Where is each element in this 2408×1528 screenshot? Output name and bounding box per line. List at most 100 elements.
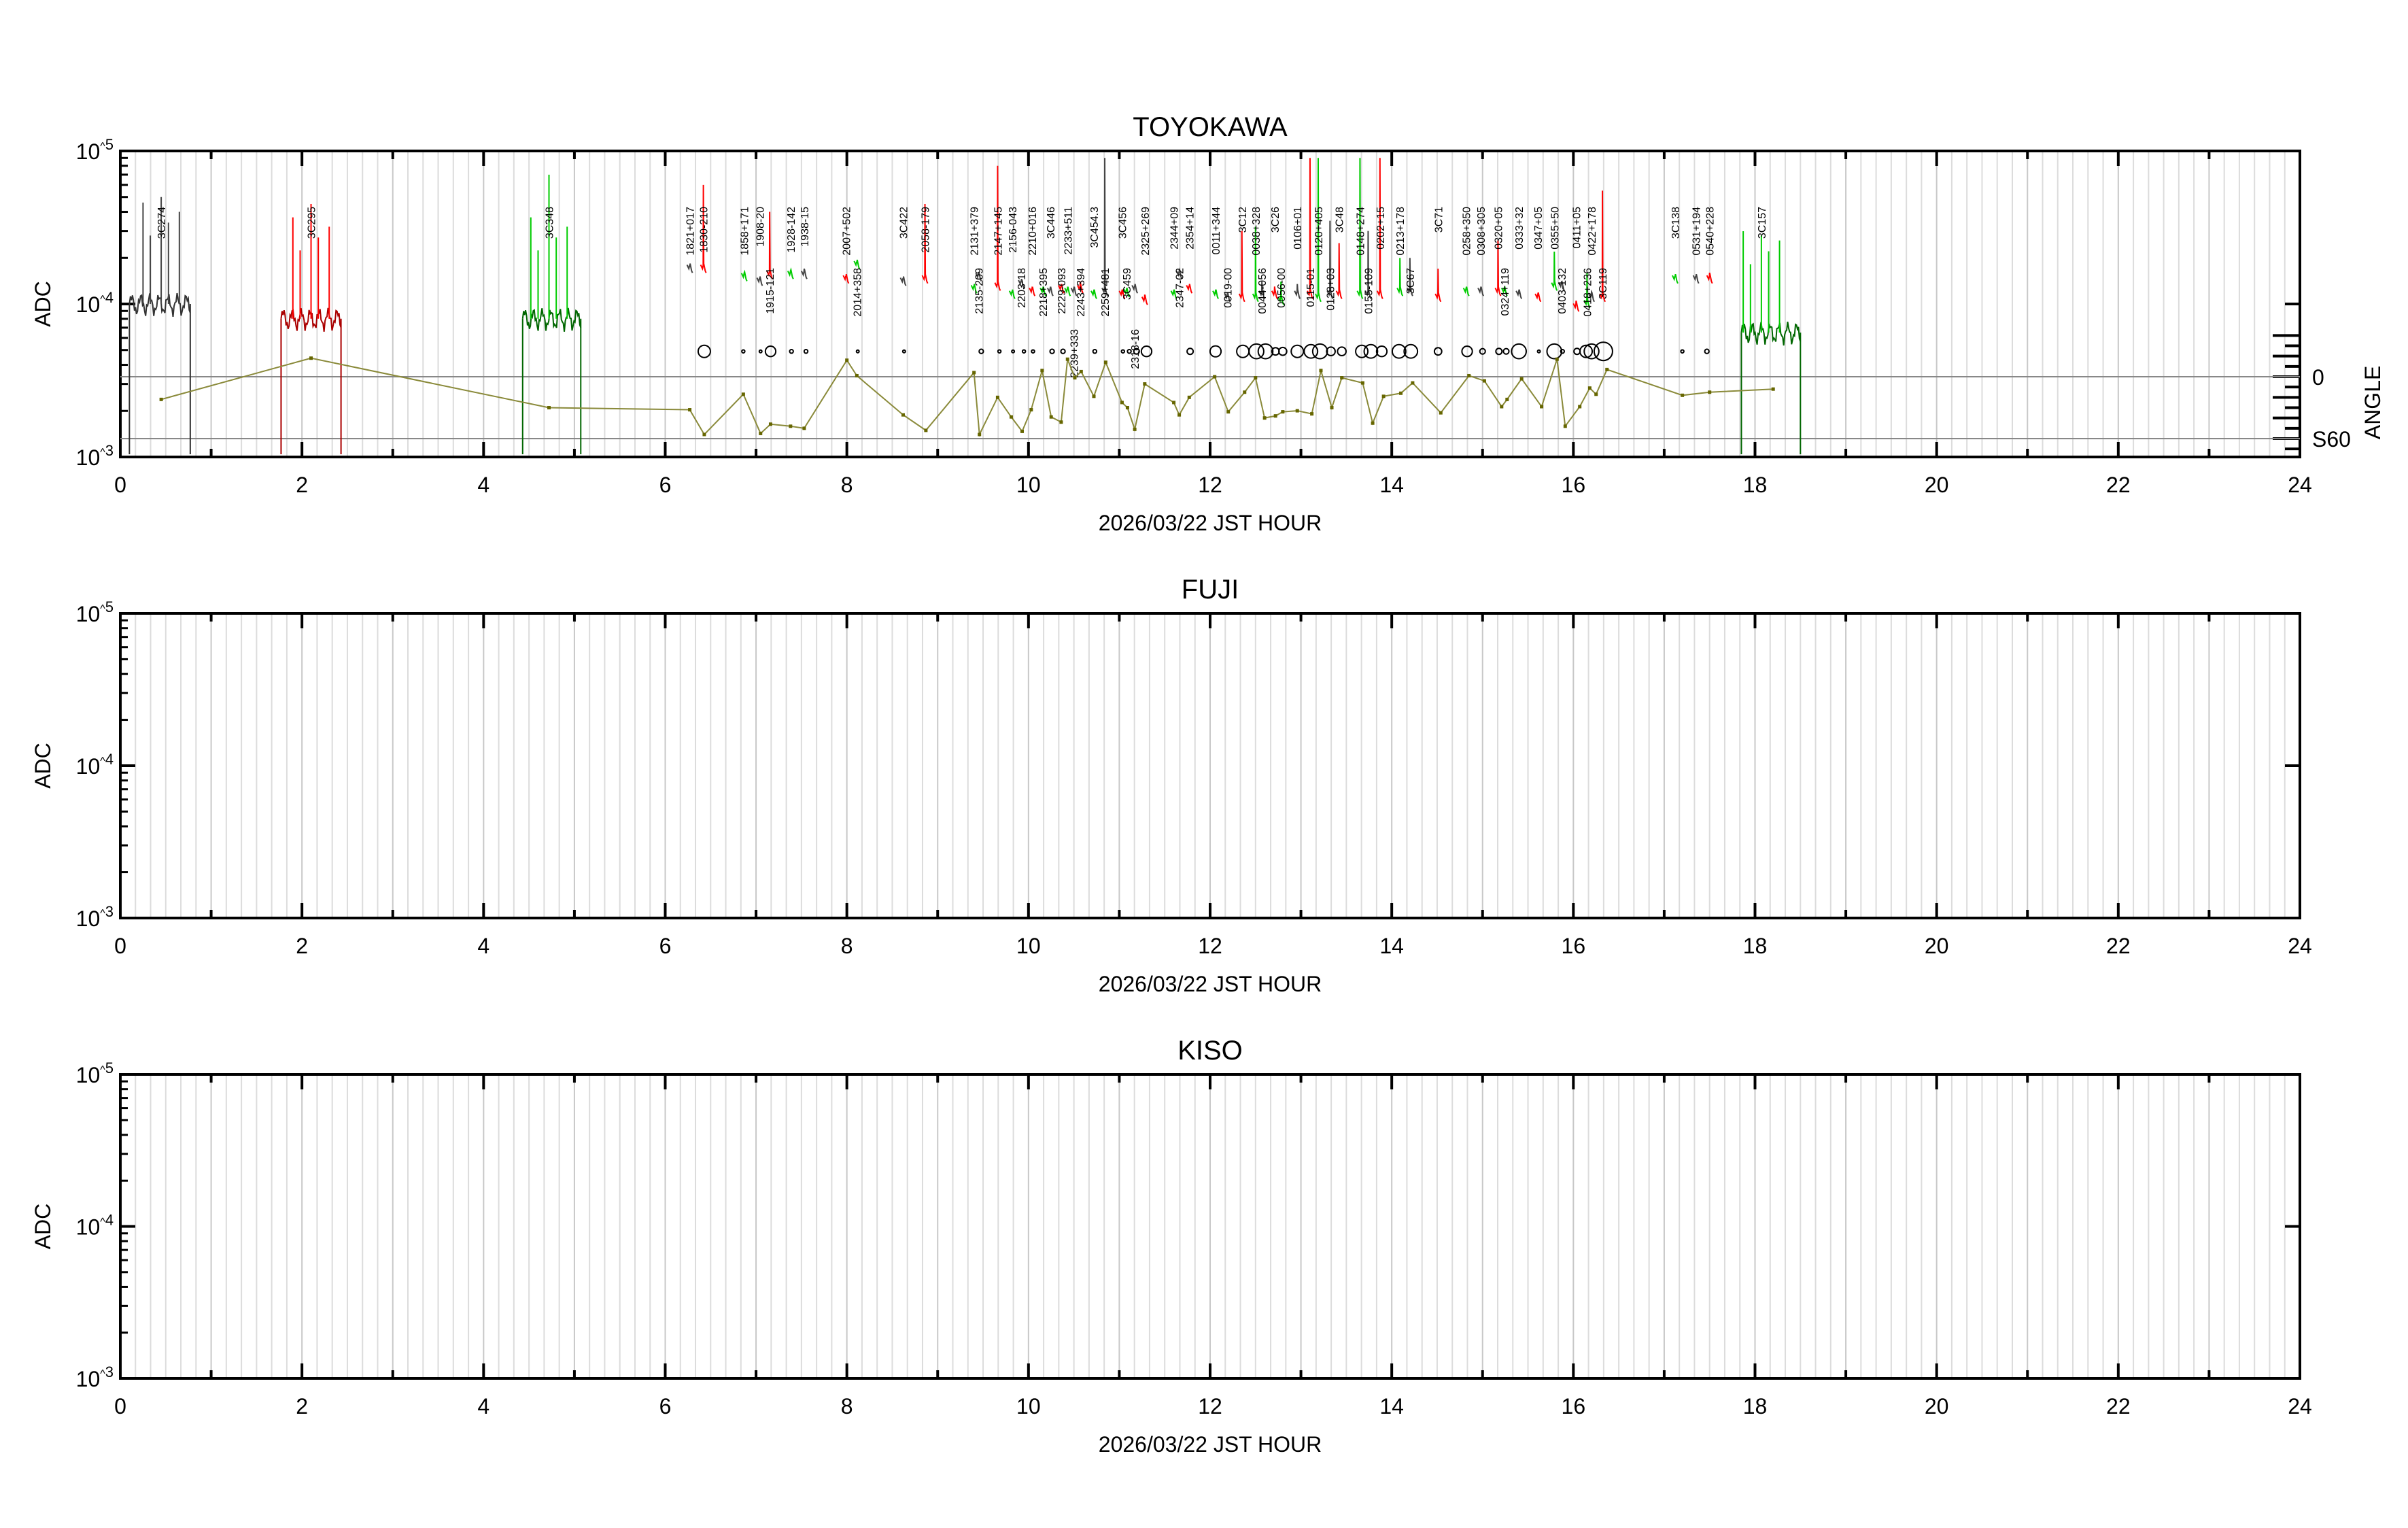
- x-tick-label: 14: [1379, 473, 1404, 497]
- source-label: 2131+379: [969, 207, 981, 256]
- x-tick-label: 24: [2288, 1394, 2312, 1419]
- angle-point: [995, 395, 999, 399]
- source-trace: [1170, 289, 1177, 299]
- angle-point: [1226, 410, 1231, 414]
- marker-circle: [1186, 347, 1194, 356]
- angle-point: [1563, 424, 1567, 428]
- angle-point: [1381, 394, 1386, 398]
- marker-circle: [1355, 344, 1369, 358]
- long-scan-trace: [1740, 322, 1802, 346]
- source-label: 0422+178: [1587, 207, 1598, 256]
- x-tick-label: 8: [841, 473, 853, 497]
- source-label: 0106+01: [1292, 207, 1304, 250]
- x-tick-label: 10: [1016, 473, 1041, 497]
- source-trace: [1494, 240, 1502, 296]
- marker-circle: [741, 349, 746, 354]
- angle-point: [1578, 405, 1582, 409]
- marker-circle: [855, 349, 860, 354]
- angle-point: [1467, 373, 1471, 377]
- x-tick-label: 4: [477, 473, 489, 497]
- source-trace: [1077, 281, 1084, 294]
- angle-point: [1399, 391, 1403, 395]
- x-tick-label: 10: [1016, 934, 1041, 958]
- source-label: 0418+236: [1582, 268, 1594, 317]
- angle-point: [1482, 379, 1486, 383]
- long-scan-trace: [128, 292, 191, 318]
- panel-title: TOYOKAWA: [1133, 112, 1288, 142]
- source-label: 2259+481: [1100, 268, 1112, 317]
- angle-point: [1059, 420, 1063, 424]
- source-trace: [1238, 231, 1245, 303]
- angle-point: [1340, 376, 1344, 380]
- marker-circle: [1140, 345, 1153, 358]
- source-label: 0115-01: [1305, 268, 1317, 307]
- source-trace: [1376, 158, 1383, 299]
- source-label: 0019-00: [1222, 268, 1234, 308]
- marker-circle: [1461, 345, 1473, 358]
- marker-circle: [1511, 343, 1527, 360]
- angle-point: [1254, 376, 1258, 380]
- panel-title: KISO: [1177, 1036, 1243, 1066]
- source-trace: [1599, 190, 1606, 303]
- source-label: 3C48: [1335, 207, 1346, 233]
- marker-circle: [1133, 347, 1140, 355]
- marker-circle: [1375, 345, 1388, 358]
- source-trace: [1070, 286, 1078, 296]
- source-trace: [1588, 289, 1595, 303]
- source-trace: [975, 271, 982, 282]
- angle-point: [1319, 369, 1323, 373]
- angle-point: [741, 392, 745, 396]
- source-label: 0333+32: [1514, 207, 1526, 250]
- source-label: 0320+05: [1493, 207, 1504, 250]
- angle-point: [1125, 406, 1129, 409]
- angle-point: [1177, 413, 1182, 417]
- angle-point: [1555, 357, 1559, 361]
- marker-circle: [1502, 347, 1510, 355]
- y-tick-label: 10^5: [76, 1059, 114, 1087]
- marker-circle: [789, 349, 794, 354]
- angle-point: [768, 422, 772, 426]
- source-trace: [1364, 231, 1372, 299]
- marker-circle: [1593, 341, 1613, 362]
- source-label: 2156-043: [1008, 207, 1019, 253]
- source-label: 3C71: [1433, 207, 1445, 233]
- source-trace: [1515, 289, 1523, 299]
- x-tick-label: 0: [114, 934, 126, 958]
- source-label: 2233+511: [1063, 207, 1074, 255]
- source-label: 0324+119: [1500, 268, 1511, 316]
- y-tick-label: 10^5: [76, 598, 114, 626]
- source-trace: [1335, 243, 1343, 299]
- angle-point: [1708, 390, 1712, 394]
- marker-circle: [1278, 346, 1288, 356]
- angle-point: [1143, 382, 1147, 386]
- x-tick-label: 12: [1198, 934, 1222, 958]
- source-label: 0120+405: [1313, 207, 1325, 256]
- marker-circle: [1248, 343, 1265, 360]
- marker-circle: [1546, 343, 1563, 360]
- x-tick-label: 20: [1925, 934, 1949, 958]
- angle-line: [160, 357, 1774, 437]
- x-tick-label: 14: [1379, 1394, 1404, 1419]
- source-trace: [1706, 272, 1713, 284]
- source-label: 1915-121: [765, 268, 776, 314]
- source-trace: [1583, 273, 1591, 309]
- x-tick-label: 22: [2106, 934, 2131, 958]
- y-axis-label: ADC: [31, 281, 55, 327]
- source-trace: [800, 268, 808, 279]
- marker-circle: [1257, 343, 1274, 360]
- source-label: 3C454.3: [1089, 207, 1101, 248]
- angle-point: [1065, 357, 1069, 361]
- source-trace: [1277, 282, 1285, 305]
- angle-point: [901, 413, 905, 417]
- marker-circle: [1092, 349, 1098, 354]
- x-tick-label: 10: [1016, 1394, 1041, 1419]
- angle-point: [1073, 376, 1077, 380]
- source-label: 2058-179: [921, 207, 932, 253]
- marker-circle: [997, 349, 1002, 354]
- marker-circle: [1704, 348, 1710, 354]
- angle-point: [1540, 405, 1544, 409]
- source-trace: [1141, 294, 1148, 305]
- marker-circle: [1573, 347, 1581, 356]
- source-trace: [1224, 292, 1231, 303]
